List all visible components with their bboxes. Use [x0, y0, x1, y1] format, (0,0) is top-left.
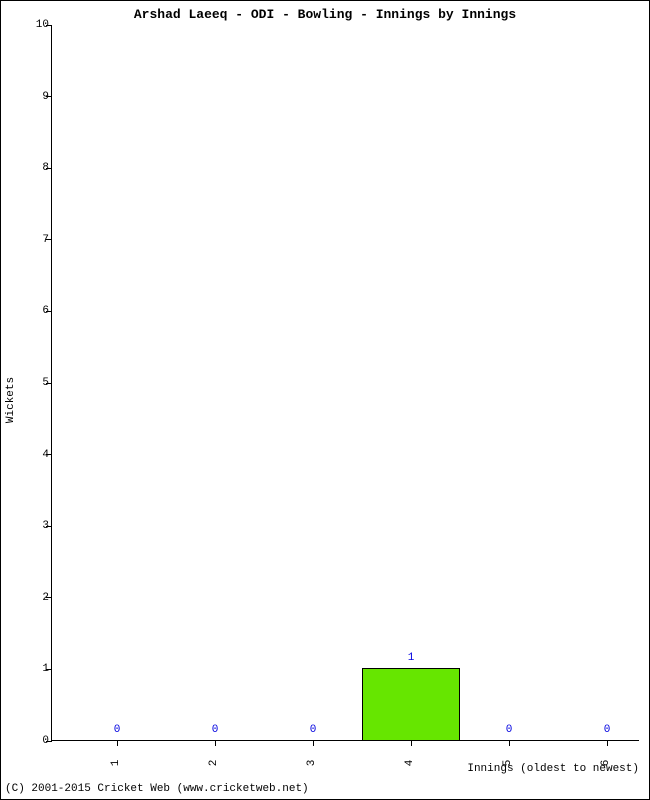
x-tick-label: 2 [208, 760, 220, 767]
copyright-text: (C) 2001-2015 Cricket Web (www.cricketwe… [5, 783, 309, 795]
x-tick-label: 3 [306, 760, 318, 767]
y-tick-label: 1 [29, 663, 49, 675]
y-tick-label: 3 [29, 520, 49, 532]
value-label: 0 [310, 724, 317, 736]
value-label: 1 [408, 652, 415, 664]
x-tick-label: 5 [502, 760, 514, 767]
y-tick-label: 0 [29, 735, 49, 747]
plot-area: 0 0 0 1 0 0 [51, 25, 639, 741]
y-tick-label: 7 [29, 234, 49, 246]
y-tick-label: 8 [29, 162, 49, 174]
y-tick-label: 5 [29, 377, 49, 389]
y-tick-label: 10 [29, 19, 49, 31]
y-tick-label: 9 [29, 91, 49, 103]
chart-container: Arshad Laeeq - ODI - Bowling - Innings b… [0, 0, 650, 800]
y-tick-label: 6 [29, 305, 49, 317]
value-label: 0 [114, 724, 121, 736]
value-label: 0 [212, 724, 219, 736]
value-label: 0 [506, 724, 513, 736]
x-tick [215, 740, 216, 746]
x-tick-label: 6 [600, 760, 612, 767]
x-tick [509, 740, 510, 746]
value-label: 0 [604, 724, 611, 736]
x-tick-label: 4 [404, 760, 416, 767]
y-tick-label: 4 [29, 449, 49, 461]
y-tick-label: 2 [29, 592, 49, 604]
x-tick [411, 740, 412, 746]
y-axis-title: Wickets [5, 377, 17, 423]
x-tick-label: 1 [110, 760, 122, 767]
x-tick [313, 740, 314, 746]
x-tick [607, 740, 608, 746]
bar [362, 668, 460, 740]
x-tick [117, 740, 118, 746]
chart-title: Arshad Laeeq - ODI - Bowling - Innings b… [1, 7, 649, 22]
